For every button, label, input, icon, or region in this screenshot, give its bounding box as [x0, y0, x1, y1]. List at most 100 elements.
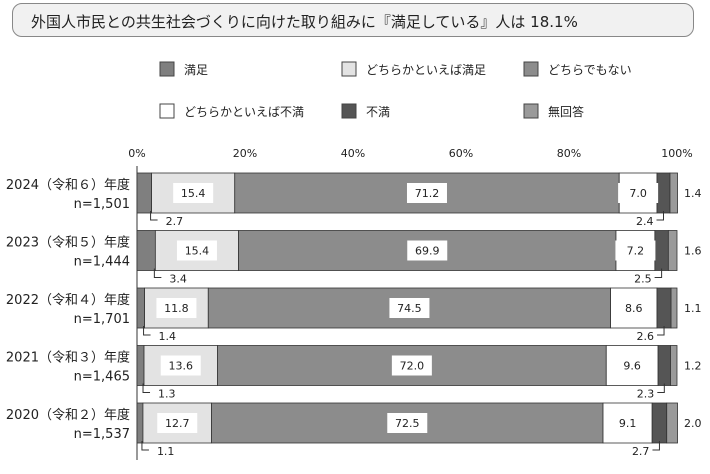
data-label: 74.5	[397, 302, 422, 315]
data-label-box	[160, 355, 201, 376]
category-label: 2020（令和２）年度	[6, 407, 130, 423]
data-label-manzoku: 1.1	[157, 445, 175, 458]
x-tick-label: 0%	[128, 147, 145, 160]
data-label-box	[173, 183, 214, 203]
data-label-mukaito: 2.0	[684, 417, 702, 430]
data-label-box	[389, 298, 430, 318]
data-label: 12.7	[165, 417, 190, 430]
data-label: 9.6	[623, 360, 641, 373]
bar-mukaito	[667, 230, 678, 271]
category-label: 2021（令和３）年度	[6, 350, 130, 366]
legend-label-fuman: 不満	[366, 105, 390, 119]
bar-manzoku	[136, 402, 144, 444]
data-label: 15.4	[185, 245, 210, 258]
data-label-manzoku: 2.7	[166, 215, 184, 228]
legend-label-dochira_fuman: どちらかといえば不満	[184, 105, 304, 119]
data-label-box	[176, 240, 217, 261]
legend-swatch-fuman	[341, 103, 357, 119]
data-label-manzoku: 1.3	[158, 388, 176, 401]
bar-manzoku	[136, 230, 156, 271]
data-label: 69.9	[415, 245, 440, 258]
data-label: 8.6	[625, 302, 643, 315]
legend-label-dochira_demo: どちらでもない	[548, 63, 632, 77]
data-label: 11.8	[164, 302, 189, 315]
data-label-fuman: 2.4	[636, 215, 654, 228]
category-n-label: n=1,501	[74, 197, 130, 212]
data-label-box	[612, 355, 653, 376]
bar-manzoku	[136, 287, 145, 329]
data-label-fuman: 2.3	[637, 388, 655, 401]
legend-swatch-dochira_demo	[523, 61, 539, 77]
bar-mukaito	[669, 172, 678, 214]
bar-fuman	[656, 287, 672, 329]
data-label-box	[406, 183, 447, 203]
bar-fuman	[657, 345, 671, 386]
data-label-box	[613, 298, 654, 318]
bar-fuman	[656, 172, 671, 214]
data-label-box	[615, 240, 656, 261]
bar-manzoku	[136, 345, 145, 386]
legend-swatch-dochira_manzoku	[341, 61, 357, 77]
legend-label-mukaito: 無回答	[548, 104, 584, 119]
bar-fuman	[651, 402, 668, 444]
title-box: 外国人市民との共生社会づくりに向けた取り組みに『満足している』人は 18.1%	[12, 3, 694, 37]
chart-title: 外国人市民との共生社会づくりに向けた取り組みに『満足している』人は 18.1%	[31, 13, 578, 31]
leader-line	[654, 268, 663, 278]
leader-line	[141, 441, 149, 451]
x-tick-label: 20%	[233, 147, 257, 160]
data-label: 71.2	[415, 187, 440, 200]
x-tick-label: 80%	[557, 147, 581, 160]
x-tick-label: 60%	[449, 147, 473, 160]
data-label: 72.0	[400, 360, 425, 373]
legend-label-manzoku: 満足	[184, 63, 208, 77]
category-n-label: n=1,701	[74, 312, 130, 327]
data-label-manzoku: 3.4	[169, 273, 187, 286]
data-label-manzoku: 1.4	[159, 330, 177, 343]
legend-label-dochira_manzoku: どちらかといえば満足	[366, 63, 486, 77]
data-label-box	[607, 413, 648, 433]
data-label-box	[387, 413, 428, 433]
data-label-mukaito: 1.4	[684, 187, 702, 200]
category-n-label: n=1,444	[74, 255, 130, 270]
data-label-mukaito: 1.2	[684, 360, 702, 373]
leader-line	[652, 441, 660, 451]
bar-fuman	[654, 230, 669, 271]
data-label-box	[618, 183, 659, 203]
category-label: 2024（令和６）年度	[6, 177, 130, 193]
data-label: 9.1	[619, 417, 637, 430]
data-label-box	[407, 240, 448, 261]
data-label-mukaito: 1.6	[684, 245, 702, 258]
leader-line	[657, 326, 665, 336]
leader-line	[656, 211, 664, 221]
legend-swatch-dochira_fuman	[159, 103, 175, 119]
data-label: 7.2	[627, 245, 645, 258]
category-n-label: n=1,537	[74, 427, 130, 442]
bar-mukaito	[670, 345, 678, 386]
data-label-fuman: 2.6	[637, 330, 655, 343]
leader-line	[143, 326, 151, 336]
category-label: 2022（令和４）年度	[6, 292, 130, 308]
data-label-box	[391, 355, 432, 376]
leader-line	[150, 211, 158, 221]
category-label: 2023（令和５）年度	[6, 235, 130, 251]
category-n-label: n=1,465	[74, 370, 130, 385]
legend-swatch-manzoku	[159, 61, 175, 77]
leader-line	[657, 383, 665, 393]
data-label-fuman: 2.5	[634, 273, 652, 286]
bar-manzoku	[136, 172, 152, 214]
x-tick-label: 40%	[341, 147, 365, 160]
x-tick-label: 100%	[661, 147, 692, 160]
data-label: 13.6	[168, 360, 193, 373]
data-label: 72.5	[395, 417, 420, 430]
bar-mukaito	[666, 402, 678, 444]
leader-line	[153, 268, 162, 278]
data-label: 15.4	[181, 187, 206, 200]
data-label-box	[157, 413, 198, 433]
legend-swatch-mukaito	[523, 103, 539, 119]
data-label-mukaito: 1.1	[684, 302, 702, 315]
data-label-fuman: 2.7	[632, 445, 650, 458]
leader-line	[142, 383, 151, 393]
bar-mukaito	[670, 287, 678, 329]
data-label: 7.0	[629, 187, 647, 200]
